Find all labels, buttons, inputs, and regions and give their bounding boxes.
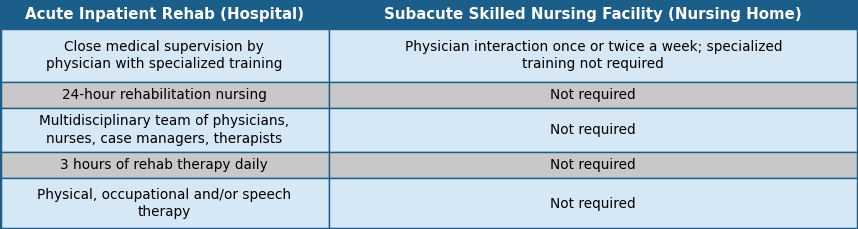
Text: Physician interaction once or twice a week; specialized
training not required: Physician interaction once or twice a we… bbox=[405, 40, 782, 71]
Text: Acute Inpatient Rehab (Hospital): Acute Inpatient Rehab (Hospital) bbox=[25, 7, 304, 22]
Bar bbox=[0, 178, 329, 229]
Bar bbox=[0, 152, 329, 178]
Bar bbox=[329, 178, 858, 229]
Text: Physical, occupational and/or speech
therapy: Physical, occupational and/or speech the… bbox=[37, 188, 292, 219]
Bar bbox=[329, 152, 858, 178]
Bar bbox=[329, 29, 858, 82]
Text: Not required: Not required bbox=[551, 158, 636, 172]
Bar bbox=[329, 82, 858, 108]
Text: 3 hours of rehab therapy daily: 3 hours of rehab therapy daily bbox=[60, 158, 269, 172]
Text: Not required: Not required bbox=[551, 123, 636, 137]
Bar bbox=[329, 0, 858, 29]
Text: Not required: Not required bbox=[551, 197, 636, 211]
Text: Not required: Not required bbox=[551, 88, 636, 102]
Bar bbox=[0, 82, 329, 108]
Bar bbox=[0, 29, 329, 82]
Bar bbox=[329, 108, 858, 152]
Text: 24-hour rehabilitation nursing: 24-hour rehabilitation nursing bbox=[62, 88, 267, 102]
Bar bbox=[0, 0, 329, 29]
Text: Subacute Skilled Nursing Facility (Nursing Home): Subacute Skilled Nursing Facility (Nursi… bbox=[384, 7, 802, 22]
Text: Close medical supervision by
physician with specialized training: Close medical supervision by physician w… bbox=[46, 40, 282, 71]
Bar bbox=[0, 108, 329, 152]
Text: Multidisciplinary team of physicians,
nurses, case managers, therapists: Multidisciplinary team of physicians, nu… bbox=[39, 114, 289, 146]
